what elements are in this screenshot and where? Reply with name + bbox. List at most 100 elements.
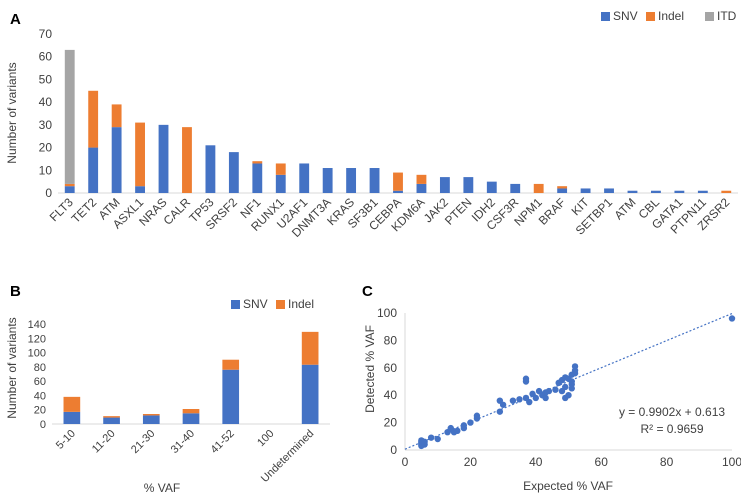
panel-a-bar-indel bbox=[88, 90, 99, 148]
panel-a-bar-snv bbox=[228, 152, 239, 193]
panel-a-bar-snv bbox=[135, 186, 145, 193]
panel-b-legend-swatch-snv bbox=[231, 300, 240, 309]
panel-a-legend-label-indel: Indel bbox=[658, 9, 684, 23]
panel-c-data-point bbox=[467, 419, 474, 426]
panel-b-bar-snv bbox=[222, 369, 240, 424]
panel-a-legend-swatch-snv bbox=[601, 12, 610, 21]
panel-c-data-point bbox=[496, 408, 504, 415]
panel-b-ylabel: Number of variants bbox=[5, 317, 19, 418]
panel-a-bar-snv bbox=[416, 183, 427, 193]
panel-b-category-label: 41-52 bbox=[208, 428, 236, 456]
panel-b-bar-snv bbox=[142, 415, 160, 424]
panel-a-bar-indel bbox=[416, 174, 427, 184]
panel-a-ytick-label: 30 bbox=[39, 118, 53, 132]
panel-b-category-label: 31-40 bbox=[169, 428, 197, 456]
panel-a-category-label: CALR bbox=[161, 195, 194, 228]
panel-a-bar-indel bbox=[64, 183, 75, 187]
panel-a-ytick-label: 10 bbox=[39, 163, 53, 177]
panel-a-ytick-label: 50 bbox=[39, 72, 53, 86]
panel-c-data-point bbox=[522, 375, 530, 382]
panel-a-bar-snv bbox=[604, 188, 614, 193]
panel-a-bar-snv bbox=[580, 188, 591, 193]
panel-c-data-point bbox=[421, 438, 428, 445]
panel-a-bar-itd bbox=[64, 49, 75, 184]
panel-c-xtick-label: 40 bbox=[529, 455, 543, 469]
panel-c-data-point bbox=[545, 387, 553, 395]
panel-c-ylabel: Detected % VAF bbox=[363, 325, 377, 413]
panel-a-bar-indel bbox=[275, 163, 286, 175]
panel-b-bar-indel bbox=[63, 396, 81, 412]
panel-b-ytick-label: 120 bbox=[28, 333, 46, 345]
panel-c-ytick-label: 0 bbox=[390, 443, 397, 457]
panel-b-bars bbox=[63, 331, 319, 424]
panel-c: C Detected % VAF Expected % VAF 0 20 40 60 8… bbox=[362, 283, 741, 493]
panel-a-ytick-label: 70 bbox=[39, 27, 53, 41]
panel-b-legend-swatch-indel bbox=[276, 300, 285, 309]
panel-a-bar-snv bbox=[557, 188, 568, 193]
panel-a-legend: SNV Indel ITD bbox=[601, 9, 737, 23]
panel-a-bar-indel bbox=[721, 190, 732, 193]
panel-c-data-point bbox=[427, 434, 435, 441]
panel-a-ytick-label: 20 bbox=[39, 141, 53, 155]
panel-b-category-label: 21-30 bbox=[129, 428, 157, 456]
panel-a-category-label: TET2 bbox=[69, 195, 100, 226]
panel-a-category-label: PTEN bbox=[442, 195, 475, 228]
panel-b-ytick-label: 40 bbox=[34, 390, 46, 402]
panel-b-xlabel: % VAF bbox=[144, 481, 180, 495]
panel-a-bar-snv bbox=[346, 168, 357, 193]
panel-a-bar-indel bbox=[135, 122, 145, 187]
panel-b-category-label: 5-10 bbox=[54, 428, 78, 452]
panel-c-ytick-label: 40 bbox=[384, 388, 398, 402]
panel-c-data-point bbox=[454, 427, 461, 435]
panel-b-category-label: 100 bbox=[255, 428, 276, 449]
panel-b-ytick-label: 0 bbox=[40, 419, 46, 431]
panel-a-legend-label-itd: ITD bbox=[717, 9, 737, 23]
panel-a-bar-snv bbox=[627, 190, 638, 193]
panel-c-xtick-label: 100 bbox=[722, 455, 741, 469]
panel-b-bar-indel bbox=[103, 416, 120, 418]
panel-c-xtick-label: 80 bbox=[660, 455, 674, 469]
panel-a-bar-snv bbox=[252, 163, 263, 193]
panel-a-category-label: ATM bbox=[611, 195, 638, 222]
panel-c-equation: y = 0.9902x + 0.613 bbox=[619, 405, 725, 419]
panel-a-legend-swatch-itd bbox=[705, 12, 714, 21]
panel-b-bar-indel bbox=[222, 359, 240, 370]
panel-c-xtick-label: 0 bbox=[402, 455, 409, 469]
panel-a-bar-snv bbox=[463, 177, 474, 193]
panel-a: A Number of variants SNV Indel ITD 0 10 20 30… bbox=[5, 9, 738, 240]
panel-c-data-point bbox=[516, 396, 523, 403]
panel-a-bar-snv bbox=[111, 127, 122, 193]
panel-c-axes: 0 20 40 60 80 100 0 20 40 60 80 100 bbox=[377, 306, 741, 469]
panel-c-data-point bbox=[473, 412, 481, 419]
panel-c-xtick-label: 20 bbox=[464, 455, 478, 469]
panel-a-category-labels: FLT3TET2ATMASXL1NRASCALRTP53SRSF2NF1RUNX… bbox=[47, 195, 733, 240]
panel-a-bar-snv bbox=[651, 190, 661, 193]
panel-c-ytick-label: 80 bbox=[384, 333, 398, 347]
panel-b-bar-snv bbox=[182, 413, 200, 424]
panel-b-legend-label-indel: Indel bbox=[288, 297, 314, 311]
panel-a-bar-snv bbox=[64, 186, 75, 193]
panel-b-bar-snv bbox=[63, 411, 81, 424]
panel-c-ytick-label: 20 bbox=[384, 416, 398, 430]
panel-a-bar-snv bbox=[322, 168, 333, 193]
panel-b-ytick-label: 20 bbox=[34, 405, 46, 417]
panel-c-ytick-label: 100 bbox=[377, 306, 397, 320]
panel-a-bar-snv bbox=[88, 147, 99, 193]
panel-b-axes: 0 20 40 60 80 100 120 140 bbox=[28, 319, 330, 431]
panel-a-bar-snv bbox=[697, 190, 708, 193]
panel-a-bar-snv bbox=[674, 190, 685, 193]
panel-b-legend-label-snv: SNV bbox=[243, 297, 268, 311]
panel-a-bar-snv bbox=[205, 145, 216, 193]
panel-a-bar-snv bbox=[439, 177, 450, 193]
panel-a-bar-indel bbox=[557, 186, 568, 189]
panel-b-bar-indel bbox=[182, 409, 200, 414]
panel-b-bar-snv bbox=[301, 364, 319, 424]
panel-c-data-point bbox=[509, 397, 517, 404]
panel-a-bar-snv bbox=[393, 190, 403, 193]
panel-a-ytick-label: 0 bbox=[45, 186, 52, 200]
panel-c-points bbox=[418, 315, 736, 450]
panel-b-bar-indel bbox=[301, 331, 319, 365]
panel-b-ytick-label: 60 bbox=[34, 376, 46, 388]
panel-a-bar-snv bbox=[275, 174, 286, 193]
